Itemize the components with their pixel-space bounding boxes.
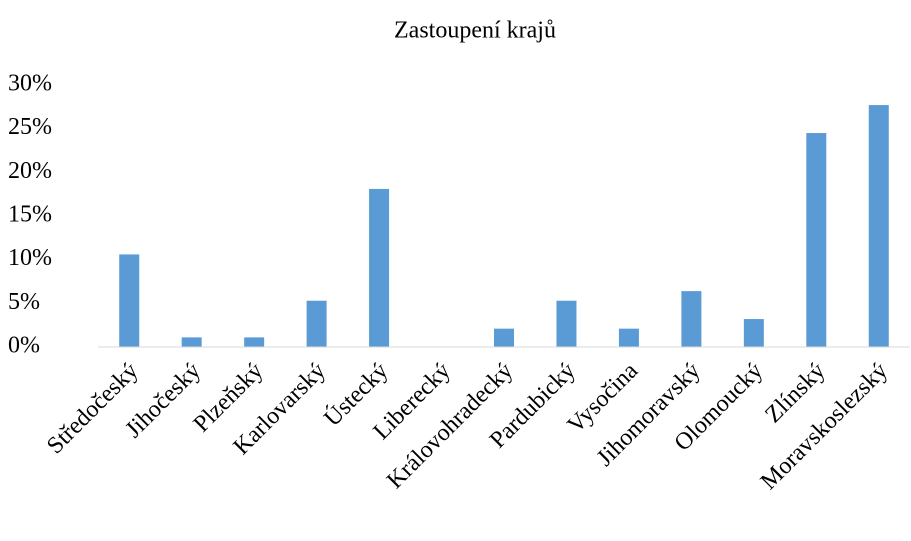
bar: [618, 328, 639, 347]
y-tick-label: 20%: [8, 158, 52, 184]
bar: [306, 300, 327, 347]
bar: [119, 254, 140, 347]
y-tick-label: 0%: [8, 333, 40, 359]
bar: [369, 188, 390, 347]
bar: [556, 300, 577, 347]
y-tick-label: 30%: [8, 71, 52, 97]
bar: [681, 291, 702, 347]
y-tick-label: 10%: [8, 245, 52, 271]
y-tick-label: 25%: [8, 114, 52, 140]
bar: [743, 319, 764, 347]
y-tick-label: 15%: [8, 202, 52, 228]
bar: [181, 337, 202, 347]
chart-title: Zastoupení krajů: [394, 18, 556, 44]
x-tick-label: Středočeský: [42, 358, 143, 459]
bar: [494, 328, 514, 347]
bar: [868, 105, 889, 347]
y-tick-label: 5%: [8, 289, 40, 315]
bar: [244, 337, 265, 347]
bar: [806, 133, 827, 347]
